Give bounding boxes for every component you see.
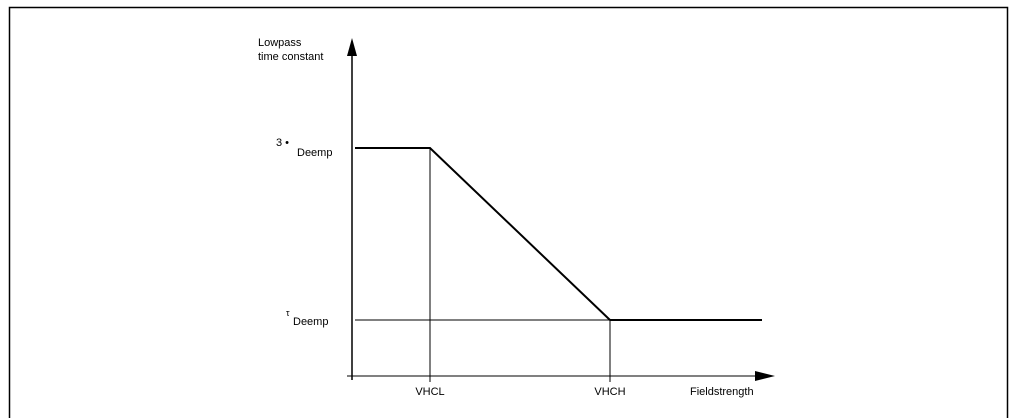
- lower-tau: τ: [286, 308, 290, 318]
- curve: [355, 147, 762, 321]
- y-label: time constant: [258, 51, 323, 63]
- x-arrow: [755, 371, 775, 381]
- frame: [8, 6, 1009, 418]
- upper-factor: 3 •: [276, 137, 289, 149]
- x-marker: VHCL: [415, 386, 444, 398]
- lower-symbol: Deemp: [293, 316, 328, 328]
- x-label: Fieldstrength: [690, 386, 754, 398]
- x-marker: VHCH: [594, 386, 625, 398]
- y-label: Lowpass: [258, 37, 302, 49]
- upper-symbol: Deemp: [297, 147, 332, 159]
- y-arrow: [347, 38, 357, 56]
